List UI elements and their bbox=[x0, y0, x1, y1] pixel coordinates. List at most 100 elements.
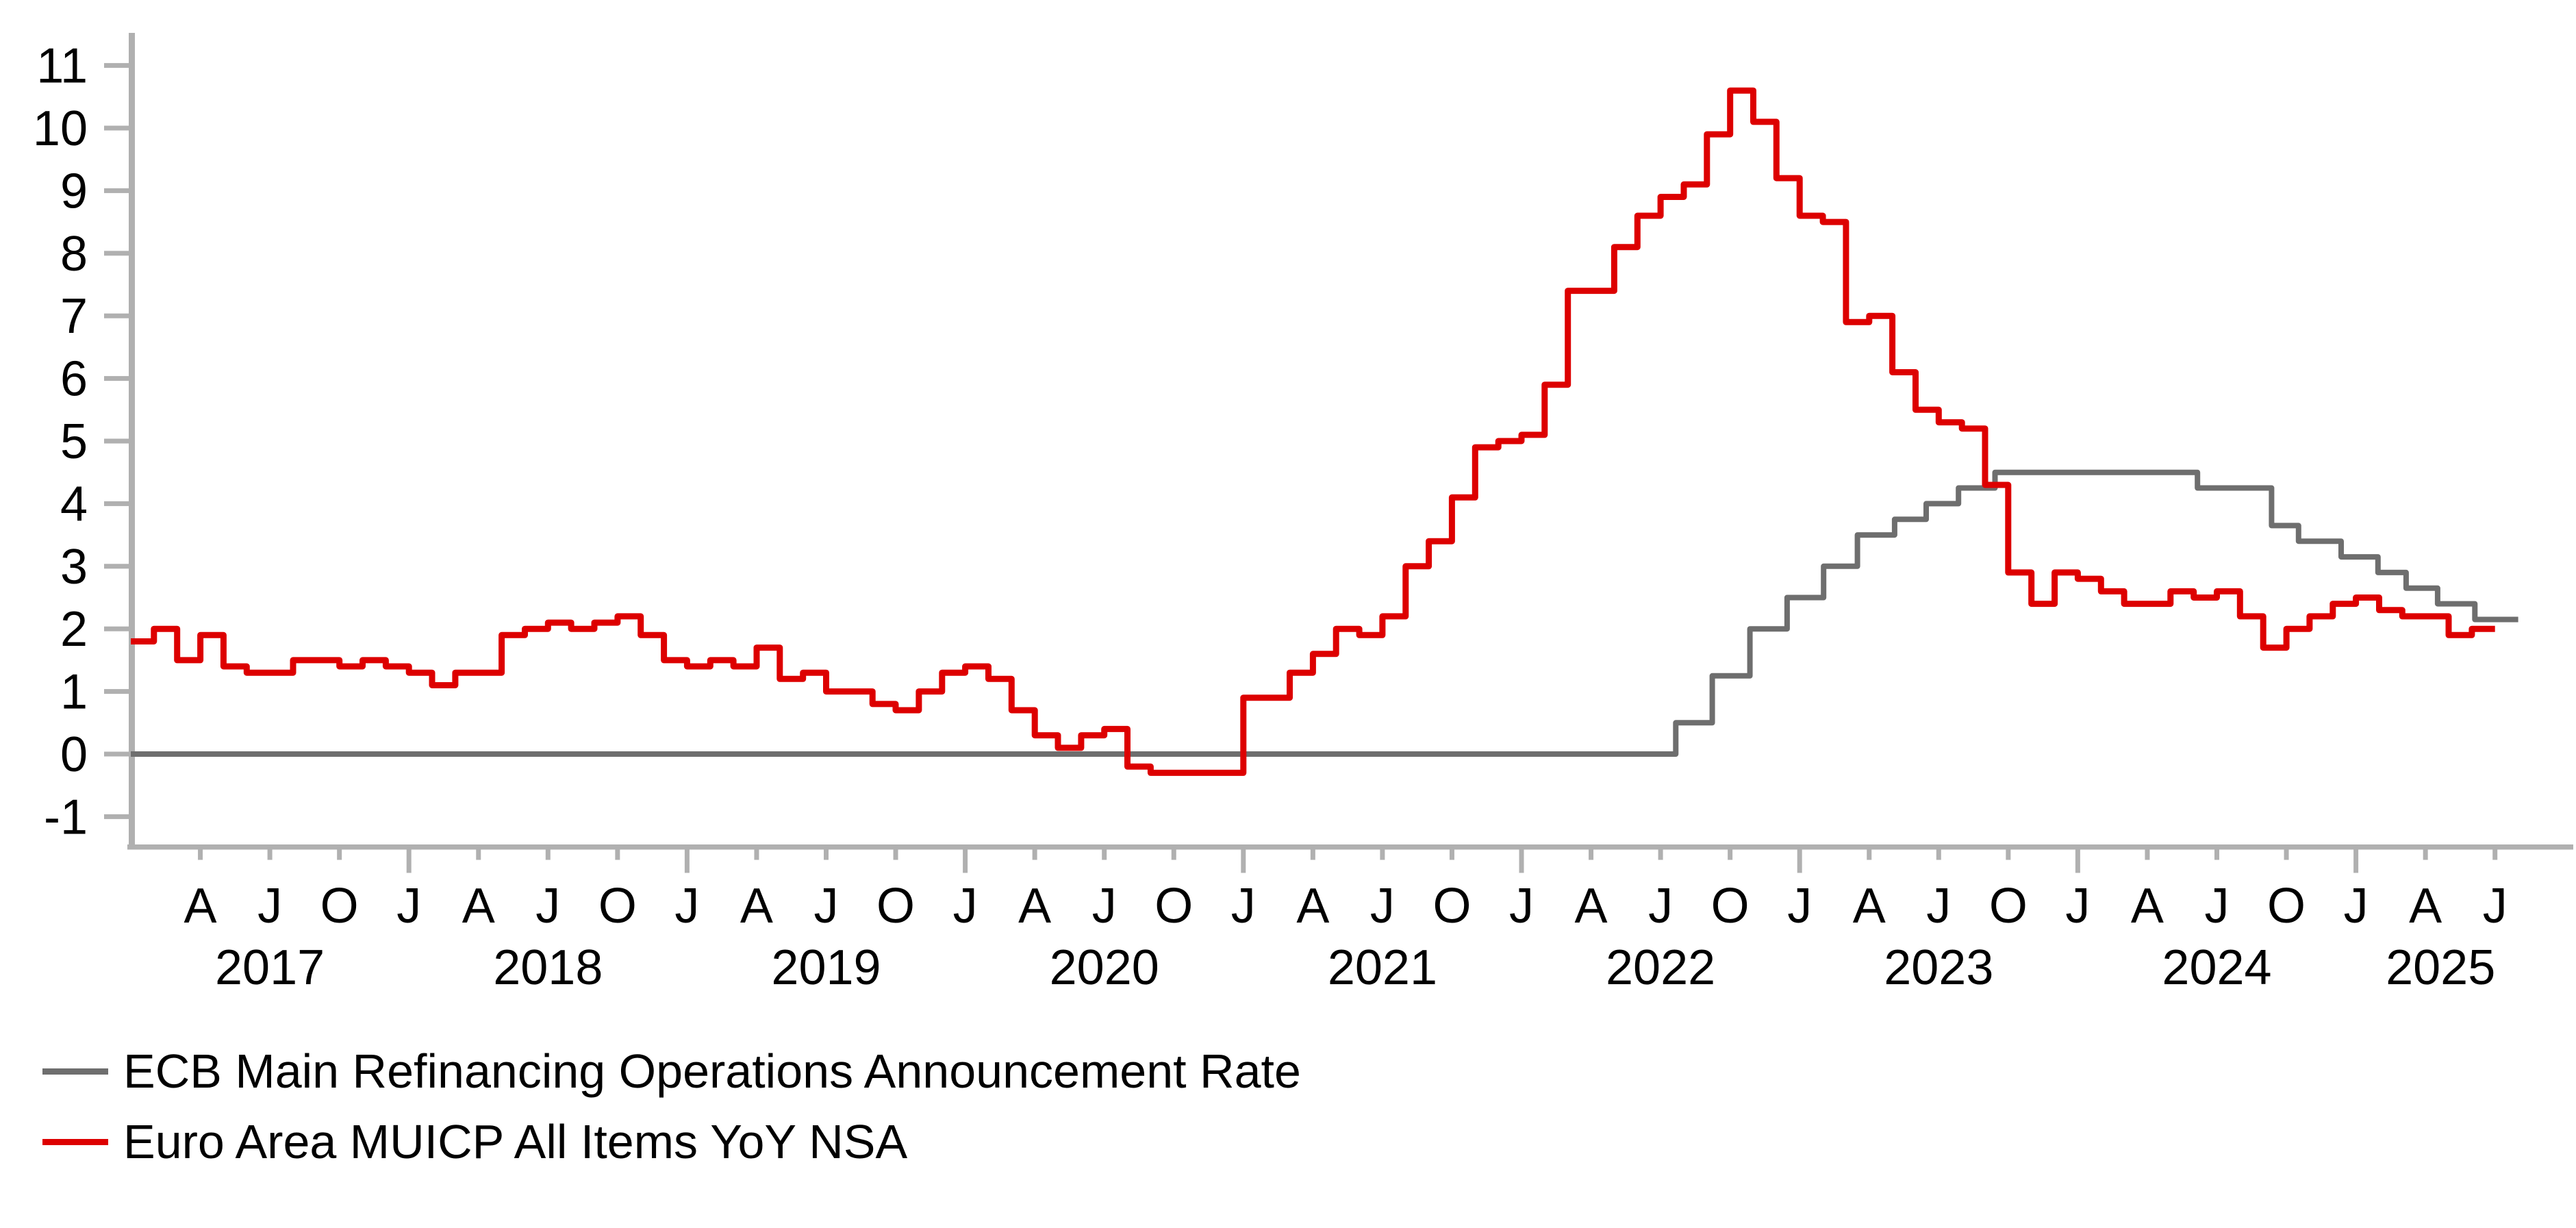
x-year-label: 2018 bbox=[493, 940, 603, 995]
x-year-label: 2020 bbox=[1050, 940, 1159, 995]
y-tick-label: 10 bbox=[33, 101, 88, 156]
y-tick-label: 4 bbox=[60, 477, 88, 531]
x-tick-quarter bbox=[1658, 849, 1663, 860]
x-month-label: A bbox=[1575, 879, 1608, 933]
y-tick bbox=[104, 313, 129, 318]
x-month-label: J bbox=[2344, 879, 2369, 933]
x-tick-january bbox=[1241, 849, 1246, 873]
gray-line-swatch-icon bbox=[42, 1068, 108, 1075]
x-month-label: J bbox=[674, 879, 699, 933]
x-tick-january bbox=[1519, 849, 1524, 873]
y-tick bbox=[104, 63, 129, 68]
x-month-label: O bbox=[1989, 879, 2028, 933]
x-tick-quarter bbox=[2423, 849, 2428, 860]
x-tick-january bbox=[2075, 849, 2080, 873]
x-tick-quarter bbox=[1936, 849, 1941, 860]
chart-legend: ECB Main Refinancing Operations Announce… bbox=[42, 1044, 1301, 1169]
y-tick-label: -1 bbox=[44, 790, 88, 844]
x-month-label: O bbox=[1711, 879, 1750, 933]
y-tick bbox=[104, 626, 129, 631]
y-tick bbox=[104, 751, 129, 757]
x-tick-quarter bbox=[2492, 849, 2498, 860]
x-tick-quarter bbox=[2284, 849, 2289, 860]
x-tick-january bbox=[684, 849, 690, 873]
x-tick-quarter bbox=[2006, 849, 2011, 860]
x-month-label: J bbox=[1648, 879, 1673, 933]
x-tick-quarter bbox=[545, 849, 551, 860]
x-month-label: J bbox=[1787, 879, 1812, 933]
x-tick-quarter bbox=[1589, 849, 1594, 860]
x-tick-january bbox=[963, 849, 968, 873]
x-month-label: A bbox=[2409, 879, 2442, 933]
x-month-label: O bbox=[1432, 879, 1471, 933]
x-tick-january bbox=[406, 849, 412, 873]
x-month-label: J bbox=[535, 879, 560, 933]
x-tick-quarter bbox=[1380, 849, 1385, 860]
x-month-label: J bbox=[1092, 879, 1117, 933]
legend-item-ecb-rate: ECB Main Refinancing Operations Announce… bbox=[42, 1044, 1301, 1099]
y-tick bbox=[104, 689, 129, 694]
x-tick-quarter bbox=[2145, 849, 2150, 860]
x-month-label: O bbox=[876, 879, 915, 933]
y-tick bbox=[104, 251, 129, 256]
x-tick-quarter bbox=[267, 849, 273, 860]
y-tick bbox=[104, 501, 129, 506]
y-tick-label: 5 bbox=[60, 414, 88, 469]
x-tick-january bbox=[1797, 849, 1802, 873]
y-tick-label: 1 bbox=[60, 665, 88, 720]
x-tick-quarter bbox=[337, 849, 342, 860]
x-tick-january bbox=[2353, 849, 2359, 873]
x-tick-quarter bbox=[2214, 849, 2219, 860]
x-tick-quarter bbox=[1449, 849, 1454, 860]
x-month-label: J bbox=[1231, 879, 1256, 933]
x-year-label: 2024 bbox=[2162, 940, 2271, 995]
x-month-label: J bbox=[953, 879, 978, 933]
x-month-label: J bbox=[1509, 879, 1534, 933]
x-month-label: J bbox=[396, 879, 421, 933]
x-month-label: A bbox=[462, 879, 495, 933]
inflation-series-line bbox=[131, 87, 2495, 776]
x-month-label: O bbox=[320, 879, 359, 933]
x-month-label: J bbox=[2065, 879, 2090, 933]
y-tick-label: 0 bbox=[60, 727, 88, 782]
x-tick-quarter bbox=[1102, 849, 1107, 860]
x-tick-quarter bbox=[893, 849, 898, 860]
x-month-label: J bbox=[814, 879, 839, 933]
y-tick bbox=[104, 438, 129, 444]
red-line-swatch-icon bbox=[42, 1138, 108, 1145]
legend-label-inflation: Euro Area MUICP All Items YoY NSA bbox=[123, 1115, 908, 1168]
y-tick bbox=[104, 188, 129, 193]
y-tick-label: 9 bbox=[60, 164, 88, 218]
y-axis-line bbox=[129, 33, 135, 849]
x-month-label: J bbox=[1926, 879, 1951, 933]
x-tick-quarter bbox=[1310, 849, 1315, 860]
x-tick-quarter bbox=[1171, 849, 1176, 860]
x-tick-quarter bbox=[198, 849, 203, 860]
x-tick-quarter bbox=[615, 849, 620, 860]
x-year-label: 2019 bbox=[771, 940, 881, 995]
x-month-label: O bbox=[1154, 879, 1193, 933]
x-month-label: A bbox=[1296, 879, 1329, 933]
x-tick-quarter bbox=[476, 849, 481, 860]
x-month-label: A bbox=[740, 879, 773, 933]
x-month-label: A bbox=[2131, 879, 2164, 933]
x-month-label: A bbox=[1018, 879, 1051, 933]
x-year-label: 2023 bbox=[1884, 940, 1993, 995]
y-tick-label: 2 bbox=[60, 602, 88, 657]
x-month-label: J bbox=[2483, 879, 2508, 933]
y-tick bbox=[104, 814, 129, 819]
y-tick-label: 3 bbox=[60, 540, 88, 594]
x-tick-quarter bbox=[1867, 849, 1872, 860]
x-month-label: O bbox=[598, 879, 637, 933]
x-month-label: J bbox=[257, 879, 282, 933]
y-tick bbox=[104, 376, 129, 381]
x-year-label: 2022 bbox=[1606, 940, 1715, 995]
y-tick-label: 8 bbox=[60, 227, 88, 281]
x-year-label: 2017 bbox=[215, 940, 325, 995]
y-tick-label: 6 bbox=[60, 352, 88, 407]
y-tick bbox=[104, 125, 129, 131]
x-axis-line bbox=[127, 844, 2573, 850]
x-month-label: A bbox=[1853, 879, 1886, 933]
